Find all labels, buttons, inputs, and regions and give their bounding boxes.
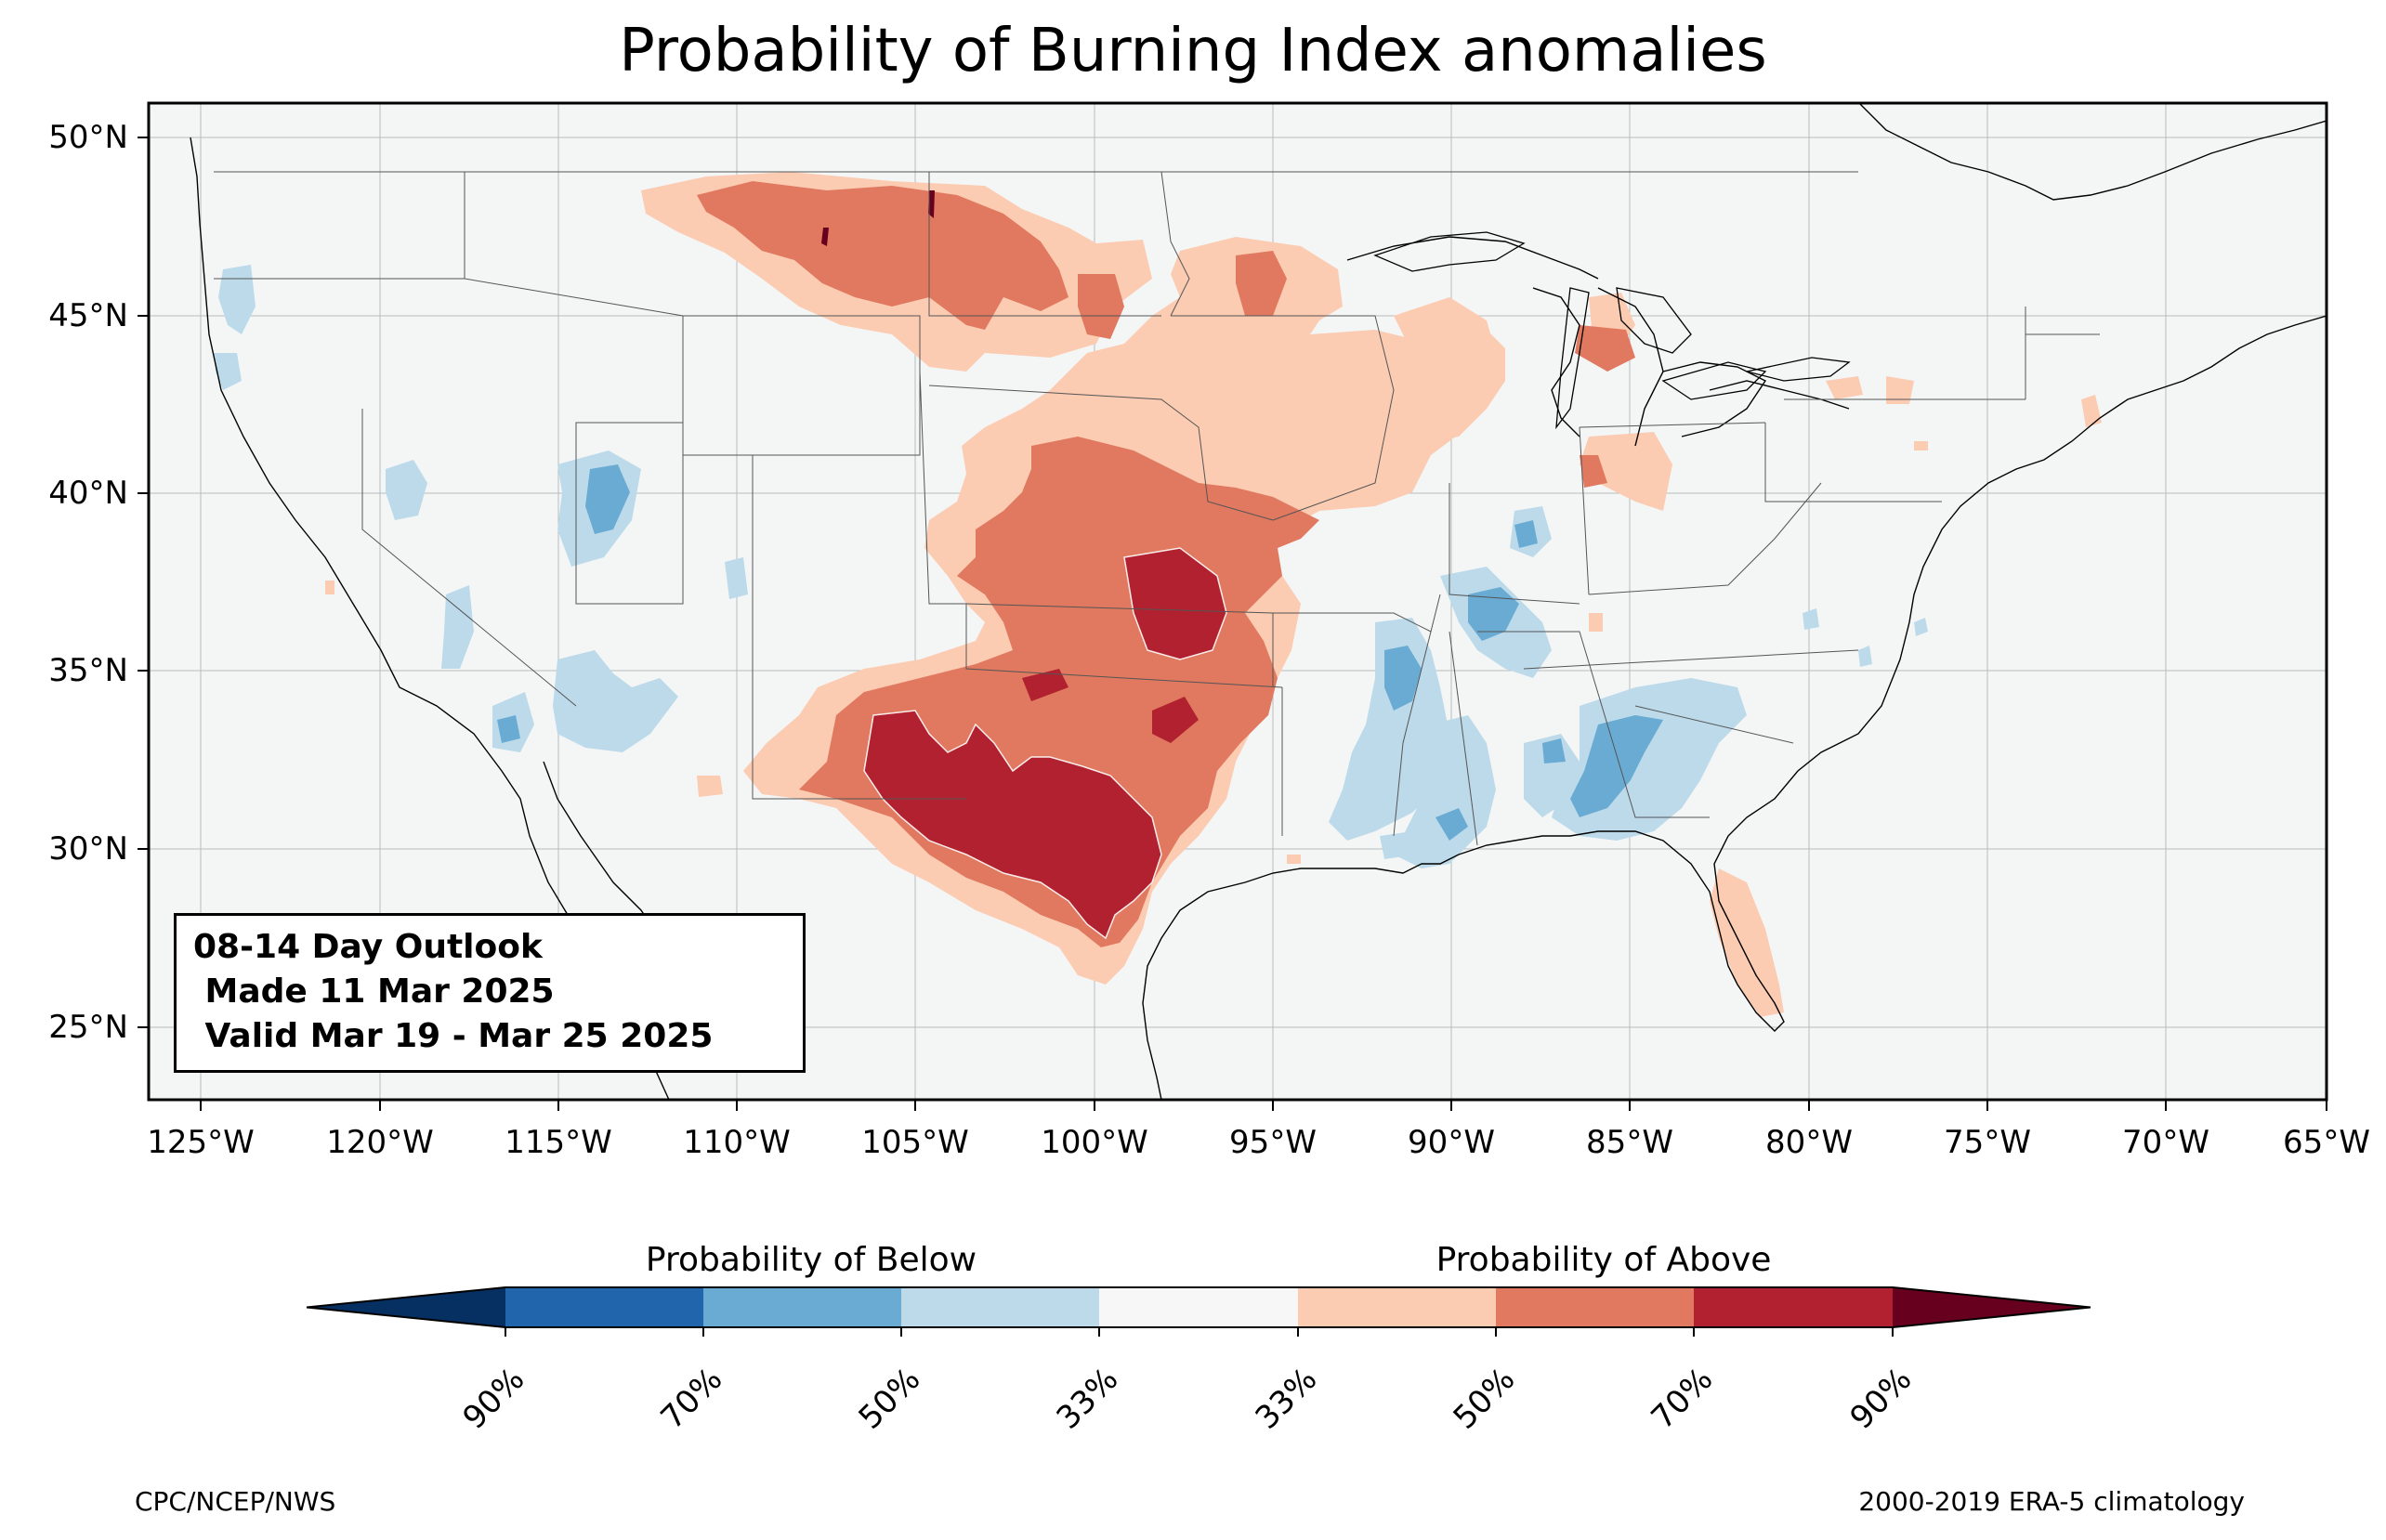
colorbar-segment [1496, 1287, 1694, 1327]
y-tick-label: 30°N [48, 830, 128, 868]
outlook-period: 08-14 Day Outlook [193, 928, 543, 966]
x-tick-label: 70°W [2122, 1124, 2209, 1161]
colorbar-extend-below [307, 1287, 505, 1327]
state-borders [214, 171, 2100, 846]
outlook-info-box: 08-14 Day Outlook Made 11 Mar 2025 Valid… [174, 913, 806, 1073]
x-tick-label: 75°W [1944, 1124, 2031, 1161]
axis-ticks [138, 137, 2327, 1111]
y-tick-label: 45°N [48, 297, 128, 334]
colorbar-segment [505, 1287, 703, 1327]
x-tick-label: 110°W [683, 1124, 791, 1161]
x-tick-label: 65°W [2283, 1124, 2370, 1161]
x-tick-label: 100°W [1041, 1124, 1148, 1161]
x-tick-label: 80°W [1765, 1124, 1853, 1161]
colorbar-segment [1298, 1287, 1496, 1327]
map-title: Probability of Burning Index anomalies [619, 17, 1767, 85]
y-tick-label: 25°N [48, 1009, 128, 1046]
colorbar-segment [1099, 1287, 1298, 1327]
colorbar-above-label: Probability of Above [1436, 1241, 1772, 1279]
contour-outlines [863, 547, 1227, 940]
below-50-regions [497, 464, 1663, 841]
x-tick-label: 95°W [1229, 1124, 1317, 1161]
colorbar-extend-above [1893, 1287, 2091, 1327]
made-date: Made 11 Mar 2025 [193, 972, 555, 1011]
x-tick-label: 90°W [1408, 1124, 1495, 1161]
credit-left: CPC/NCEP/NWS [135, 1486, 336, 1517]
above-70-regions [864, 548, 1226, 938]
x-tick-label: 125°W [147, 1124, 255, 1161]
x-tick-label: 120°W [326, 1124, 434, 1161]
credit-right: 2000-2019 ERA-5 climatology [1858, 1486, 2245, 1517]
y-tick-label: 35°N [48, 652, 128, 689]
valid-dates: Valid Mar 19 - Mar 25 2025 [193, 1017, 714, 1055]
x-tick-label: 115°W [505, 1124, 612, 1161]
colorbar [306, 1286, 2091, 1337]
great-lakes [1373, 231, 1851, 430]
y-tick-label: 50°N [48, 119, 128, 156]
map-frame [147, 101, 2328, 1102]
colorbar-segment [1694, 1287, 1893, 1327]
x-tick-label: 105°W [861, 1124, 969, 1161]
x-tick-label: 85°W [1586, 1124, 1673, 1161]
above-90-regions [821, 190, 935, 246]
y-tick-label: 40°N [48, 475, 128, 512]
colorbar-segment [703, 1287, 901, 1327]
colorbar-segment [901, 1287, 1099, 1327]
colorbar-below-label: Probability of Below [645, 1241, 977, 1279]
